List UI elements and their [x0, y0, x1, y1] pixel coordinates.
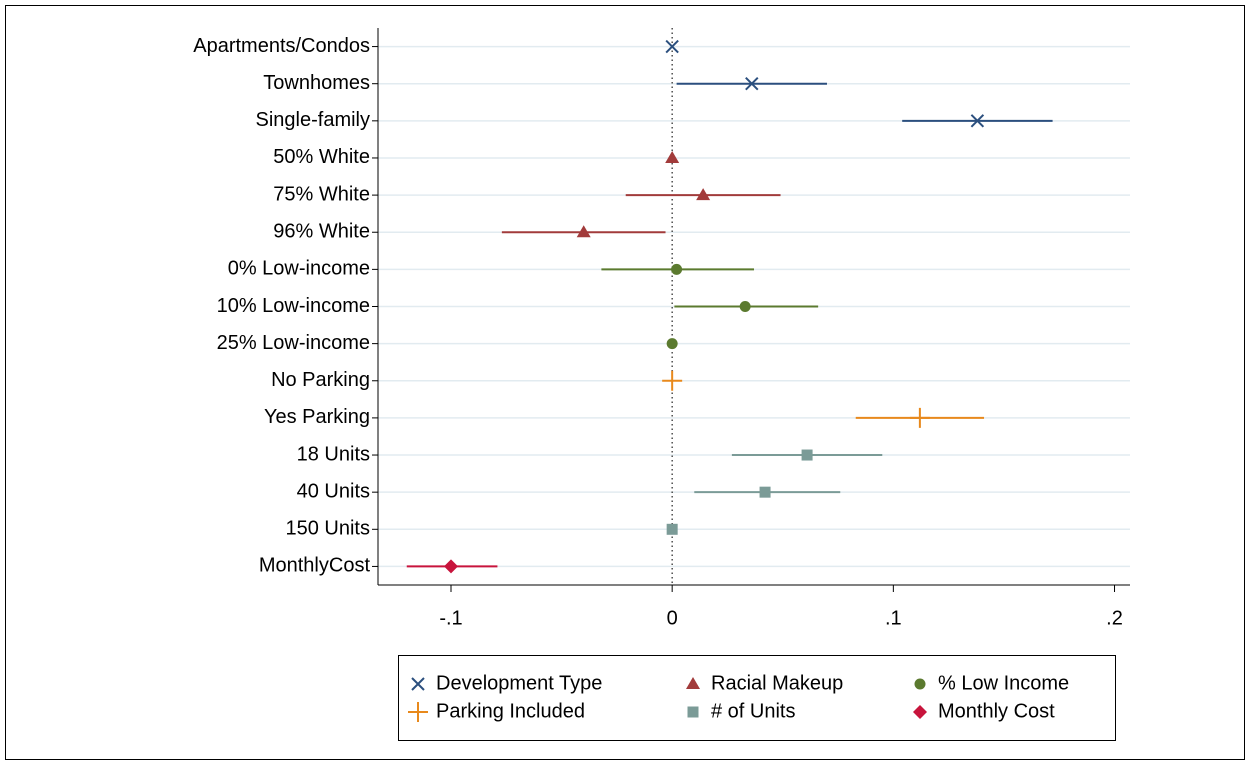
y-tick-label: 50% White: [273, 146, 370, 168]
frame: [5, 5, 1245, 760]
marker: [411, 677, 425, 691]
legend-label: # of Units: [711, 700, 795, 722]
marker: [970, 114, 985, 128]
legend-item: Racial Makeup: [686, 672, 843, 694]
marker: [576, 225, 591, 238]
legend-item: # of Units: [687, 700, 795, 722]
x-tick-label: -.1: [439, 607, 462, 629]
legend-box: [398, 655, 1116, 741]
y-tick-label: Townhomes: [263, 72, 370, 94]
y-tick-label: 75% White: [273, 183, 370, 205]
y-tick-label: 10% Low-income: [217, 295, 370, 317]
legend-label: % Low Income: [938, 672, 1069, 694]
y-tick-label: 96% White: [273, 221, 370, 243]
marker: [408, 702, 428, 722]
legend-item: Development Type: [411, 672, 602, 694]
y-tick-label: 150 Units: [286, 518, 371, 540]
marker: [687, 706, 699, 718]
legend-item: Monthly Cost: [913, 700, 1055, 722]
y-tick-label: Single-family: [256, 109, 370, 131]
y-tick-label: 25% Low-income: [217, 332, 370, 354]
marker: [739, 301, 751, 312]
marker: [909, 407, 930, 428]
legend-item: % Low Income: [914, 672, 1069, 694]
marker: [671, 263, 683, 275]
marker: [686, 677, 700, 689]
marker: [666, 338, 678, 350]
marker: [914, 678, 926, 690]
marker: [666, 523, 678, 535]
marker: [801, 449, 813, 461]
y-tick-label: MonthlyCost: [259, 555, 371, 577]
legend-label: Development Type: [436, 672, 602, 694]
marker: [665, 39, 679, 54]
legend-label: Racial Makeup: [711, 672, 843, 694]
y-tick-label: No Parking: [271, 369, 370, 391]
legend-label: Monthly Cost: [938, 700, 1055, 722]
marker: [759, 486, 771, 498]
legend-item: Parking Included: [408, 700, 585, 722]
x-tick-label: .1: [885, 607, 902, 629]
x-tick-label: .2: [1106, 607, 1123, 629]
x-tick-label: 0: [667, 607, 678, 629]
marker: [696, 188, 711, 201]
marker: [662, 370, 683, 391]
y-tick-label: Yes Parking: [264, 406, 370, 428]
y-tick-label: 18 Units: [297, 443, 370, 465]
marker: [745, 76, 759, 91]
marker: [913, 705, 927, 719]
y-tick-label: 40 Units: [297, 480, 370, 502]
marker: [443, 559, 458, 574]
y-tick-label: Apartments/Condos: [193, 35, 370, 57]
y-tick-label: 0% Low-income: [228, 258, 370, 280]
marker: [665, 150, 680, 163]
legend-label: Parking Included: [436, 700, 585, 722]
